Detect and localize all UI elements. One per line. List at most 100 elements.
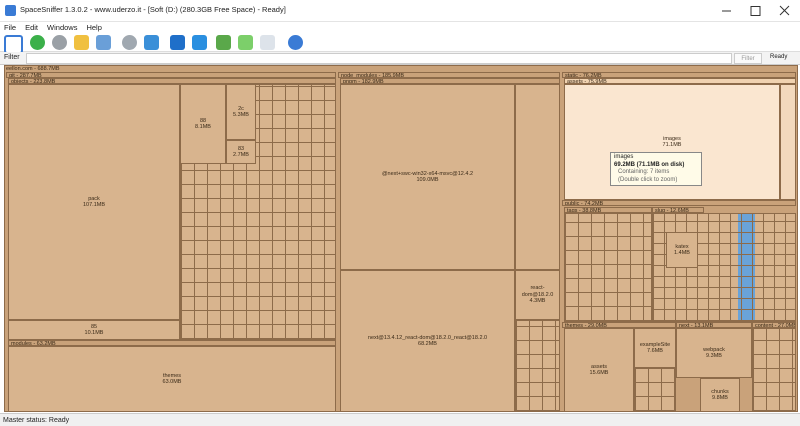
folder-header: modules - 63.2MB	[8, 340, 336, 346]
file-block[interactable]: exampleSite 7.6MB	[634, 328, 676, 368]
file-block[interactable]: assets 15.6MB	[564, 328, 634, 412]
file-block[interactable]: 85 10.1MB	[8, 320, 180, 340]
folder-header: assets - 75.9MB	[564, 78, 796, 84]
block-name: assets	[591, 363, 607, 370]
block-name: react-dom@18.2.0	[521, 285, 554, 298]
refresh-button[interactable]	[122, 35, 137, 50]
block-name: @next+swc-win32-x64-msvc@12.4.2	[381, 170, 474, 177]
maximize[interactable]	[750, 6, 761, 16]
file-block[interactable]: 83 2.7MB	[226, 140, 256, 164]
file-block[interactable]: @next+swc-win32-x64-msvc@12.4.2 109.0MB	[340, 84, 515, 270]
filter-button[interactable]: Filter	[734, 53, 762, 64]
block-size: 4.3MB	[529, 298, 546, 305]
block-name: 88	[199, 117, 207, 124]
small-files[interactable]	[515, 84, 560, 270]
star-button[interactable]	[238, 35, 253, 50]
ghost-button[interactable]	[260, 35, 275, 50]
file-block[interactable]: chunks 9.8MB	[700, 378, 740, 412]
cube-button[interactable]	[192, 35, 207, 50]
block-name: pack	[88, 195, 100, 202]
close[interactable]	[779, 5, 790, 16]
file-block[interactable]: themes 63.0MB	[8, 346, 336, 412]
block-size: 8.1MB	[195, 124, 211, 130]
back-button[interactable]	[30, 35, 45, 50]
status-bar: Master status: Ready	[0, 413, 800, 426]
window-title: SpaceSniffer 1.3.0.2 - www.uderzo.it - […	[20, 5, 286, 14]
scan-status: Ready	[770, 54, 788, 60]
status-text: Master status: Ready	[3, 417, 70, 424]
menu-bar: File Edit Windows Help	[4, 22, 800, 34]
block-size: 15.6MB	[589, 370, 609, 376]
title-bar: SpaceSniffer 1.3.0.2 - www.uderzo.it - […	[0, 0, 800, 22]
tooltip-items: Containing: 7 items	[618, 169, 670, 175]
filter-bar: Filter Filter Ready	[0, 52, 800, 65]
block-size: 63.0MB	[162, 379, 182, 385]
block-size: 10.1MB	[84, 330, 104, 336]
file-block[interactable]: 2c 5.3MB	[226, 84, 256, 140]
small-files[interactable]	[564, 213, 652, 322]
block-size: 9.8MB	[712, 395, 728, 401]
folder-header: objects - 223.8MB	[8, 78, 336, 84]
file-block[interactable]: next@13.4.12_react-dom@18.2.0_react@18.2…	[340, 270, 515, 412]
block-name: exampleSite	[639, 341, 671, 348]
block-name: 85	[90, 323, 98, 330]
block-size: 109.0MB	[416, 177, 439, 183]
block-name: 2c	[238, 105, 244, 112]
menu-item[interactable]: Help	[86, 23, 102, 32]
file-block[interactable]	[780, 84, 796, 200]
block-name: images	[663, 135, 681, 142]
root-header: eellon.com - 688.7MB	[6, 66, 60, 72]
file-block[interactable]: pack 107.1MB	[8, 84, 180, 320]
folder-header: pnpm - 182.9MB	[340, 78, 560, 84]
tooltip-size: 69.2MB (71.1MB on disk)	[614, 161, 685, 168]
tags-button[interactable]	[216, 35, 231, 50]
folder-header: git - 287.7MB	[6, 72, 336, 78]
block-size: 68.2MB	[418, 341, 437, 347]
home-button[interactable]	[96, 35, 111, 50]
file-block[interactable]: react-dom@18.2.0 4.3MB	[515, 270, 560, 320]
block-size: 7.6MB	[647, 348, 663, 354]
refresh-all-button[interactable]	[144, 35, 159, 50]
file-block[interactable]: katex 1.4MB	[666, 232, 698, 268]
small-files[interactable]	[515, 320, 560, 412]
file-block[interactable]: webpack 9.3MB	[676, 328, 752, 378]
block-name: chunks	[711, 388, 729, 395]
small-files[interactable]	[752, 328, 796, 412]
toolbar	[0, 34, 800, 54]
folder-header: public - 74.2MB	[562, 200, 796, 206]
block-name: next@13.4.12_react-dom@18.2.0_react@18.2…	[367, 334, 488, 341]
filter-input[interactable]	[26, 53, 732, 64]
app-icon	[5, 5, 16, 16]
forward-button[interactable]	[52, 35, 67, 50]
file-block[interactable]: 88 8.1MB	[180, 84, 226, 164]
folder-header: tags - 38.8MB	[564, 207, 652, 213]
block-name: 83	[237, 145, 245, 152]
block-size: 2.7MB	[233, 152, 249, 158]
menu-item[interactable]: Windows	[47, 23, 78, 32]
block-size: 107.1MB	[82, 202, 105, 208]
block-name: themes	[162, 372, 182, 379]
filter-label: Filter	[4, 54, 20, 61]
menu-item[interactable]: Edit	[25, 23, 39, 32]
block-size: 1.4MB	[674, 250, 690, 256]
tooltip: images 69.2MB (71.1MB on disk) Containin…	[610, 152, 702, 186]
window-controls[interactable]	[710, 0, 800, 22]
folder-header: static - 76.2MB	[562, 72, 796, 78]
tooltip-hint: (Double click to zoom)	[618, 176, 678, 183]
folder-header: next - 13.1MB	[676, 322, 752, 328]
block-size: 9.3MB	[706, 353, 722, 359]
cube-button[interactable]	[170, 35, 185, 50]
settings-button[interactable]	[288, 35, 303, 50]
block-name: katex	[675, 243, 689, 250]
up-button[interactable]	[74, 35, 89, 50]
tooltip-title: images	[614, 154, 634, 160]
folder-header: themes - 29.0MB	[562, 322, 676, 328]
block-size: 5.3MB	[233, 112, 249, 118]
folder-header: content - 27.0MB	[752, 322, 796, 328]
menu-item[interactable]: File	[4, 23, 17, 32]
block-size: 71.1MB	[662, 142, 682, 148]
small-files[interactable]	[634, 368, 676, 412]
folder-header: slug - 12.6MB	[652, 207, 704, 213]
folder-header: node_modules - 185.9MB	[338, 72, 560, 78]
